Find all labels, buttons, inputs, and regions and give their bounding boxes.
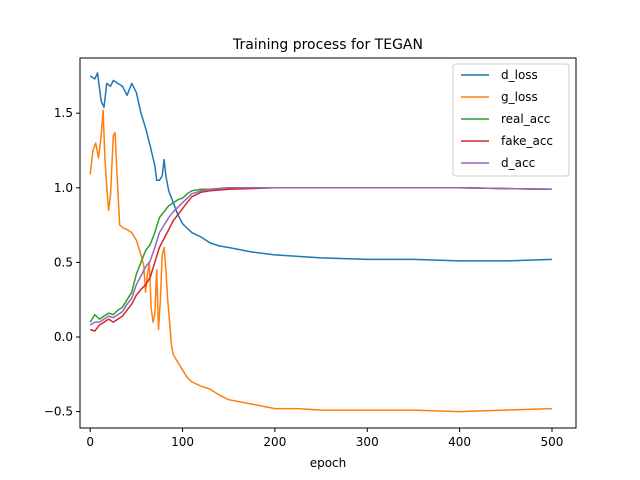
series-line-d-loss (89, 72, 553, 262)
y-tick-label: 1.5 (54, 106, 73, 120)
series-line-g-loss (89, 109, 553, 413)
x-tick-label: 500 (541, 435, 564, 449)
plot-frame (79, 57, 577, 429)
series-layer (89, 72, 553, 413)
x-tick-label: 0 (86, 435, 94, 449)
y-axis: −0.5 0.0 0.5 1.0 1.5 (44, 106, 80, 419)
legend-label-g-loss: g_loss (501, 90, 538, 104)
legend-label-fake-acc: fake_acc (501, 134, 553, 148)
x-tick-label: 200 (263, 435, 286, 449)
series-line-fake-acc (89, 187, 553, 332)
x-tick-label: 100 (171, 435, 194, 449)
x-axis: 0 100 200 300 400 500 (86, 428, 563, 449)
x-tick-label: 300 (356, 435, 379, 449)
series-line-d-acc (89, 187, 553, 326)
legend-label-real-acc: real_acc (501, 112, 550, 126)
legend-box (452, 63, 570, 177)
x-axis-label: epoch (310, 456, 347, 470)
y-tick-label: −0.5 (44, 405, 73, 419)
legend-label-d-acc: d_acc (501, 156, 535, 170)
legend-label-d-loss: d_loss (501, 68, 538, 82)
legend: d_loss g_loss real_acc fake_acc d_acc (452, 63, 570, 177)
y-tick-label: 0.5 (54, 255, 73, 269)
x-tick-label: 400 (448, 435, 471, 449)
y-tick-label: 0.0 (54, 330, 73, 344)
chart-title: Training process for TEGAN (232, 37, 423, 53)
y-tick-label: 1.0 (54, 181, 73, 195)
